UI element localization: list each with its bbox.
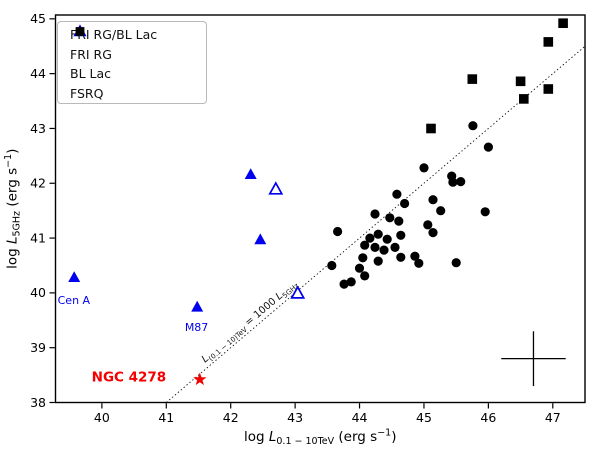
data-point-bl-lac [382,234,392,244]
legend-label: FRI RG [70,46,112,62]
data-point-bl-lac [360,240,370,250]
y-tick-label: 40 [30,285,46,300]
data-point-fsrq [558,18,568,28]
plot-frame [54,14,586,404]
data-point-bl-lac [373,256,383,266]
y-tick-label: 45 [30,11,46,26]
data-point-fsrq [467,74,478,84]
legend-item-bl-lac: BL Lac [58,27,206,84]
data-point-bl-lac [379,245,389,255]
x-tick-label: 43 [287,410,303,425]
data-point-bl-lac [428,195,438,205]
data-point-bl-lac [423,220,433,230]
data-point-bl-lac [365,233,375,243]
data-point-bl-lac [480,207,490,217]
data-point-fsrq [515,76,526,87]
annotation-ngc-4278: NGC 4278 [92,369,167,385]
data-point-bl-lac [327,260,337,271]
data-point-bl-lac [370,209,380,219]
x-tick-label: 44 [352,410,368,425]
legend-label: BL Lac [70,66,112,82]
data-point-bl-lac [400,198,410,209]
y-tick-label: 43 [30,121,46,136]
x-tick-label: 45 [416,410,432,425]
data-point-bl-lac [414,258,424,268]
data-point-fsrq [543,37,554,47]
data-point-bl-lac [339,279,349,289]
reference-line [166,45,586,403]
data-point-bl-lac [333,226,343,237]
data-point-bl-lac [396,230,406,240]
legend-item-fri-rg: FRI RG [58,26,206,65]
data-point-fri-rg [191,300,204,312]
data-point-bl-lac [373,229,383,239]
data-point-bl-lac [396,252,406,262]
data-point-bl-lac [385,213,395,223]
data-point-bl-lac [360,271,370,281]
legend-label: FRI RG/BL Lac [70,27,158,43]
data-point-bl-lac [410,251,420,261]
y-tick-label: 38 [30,395,46,410]
x-tick-label: 40 [94,410,110,425]
data-point-fsrq [426,123,436,134]
data-point-bl-lac [448,177,458,187]
annotation-cen-a: Cen A [58,294,91,307]
data-point-bl-lac [354,263,365,273]
data-point-fsrq [543,84,554,94]
legend: FRI RG/BL Lac FRI RG BL Lac FSRQ [57,21,207,104]
data-point-fri-rg-bl-lac [290,285,306,299]
legend-label: FSRQ [70,85,104,101]
reference-line-label: L(0.1 − 10)TeV = 1000 L5GHz [200,278,301,366]
square-glyph [75,27,85,36]
data-point-bl-lac [428,228,438,238]
data-point-bl-lac [419,163,429,173]
data-point-fri-rg-bl-lac [268,181,284,195]
data-point-bl-lac [346,277,356,287]
y-tick-label: 39 [30,340,46,355]
data-point-bl-lac [451,258,461,268]
data-point-bl-lac [436,206,446,216]
data-point-ngc-4278 [193,372,207,386]
x-axis-label: log L0.1 − 10TeV (erg s−1) [244,427,397,447]
data-point-bl-lac [394,216,404,226]
data-point-bl-lac [370,242,380,252]
data-point-fsrq [519,94,529,104]
data-point-bl-lac [483,142,493,152]
x-tick-label: 41 [158,410,174,425]
data-point-fri-rg [68,271,81,282]
data-point-bl-lac [468,121,478,131]
data-point-bl-lac [456,177,466,187]
x-tick-label: 47 [545,410,561,425]
data-point-fri-rg [244,168,257,179]
data-point-bl-lac [392,189,402,199]
annotation-m87: M87 [185,321,209,334]
square-icon [75,27,85,36]
y-tick-label: 41 [30,230,46,245]
legend-item-fsrq: FSRQ [58,27,206,104]
data-point-bl-lac [358,253,368,263]
y-axis-label: log L5GHz (erg s−1) [3,149,23,269]
x-tick-label: 46 [480,410,496,425]
x-tick-label: 42 [223,410,239,425]
data-point-bl-lac [390,242,400,252]
y-tick-label: 44 [30,66,46,81]
data-point-fri-rg [254,233,267,245]
y-tick-label: 42 [30,176,46,191]
